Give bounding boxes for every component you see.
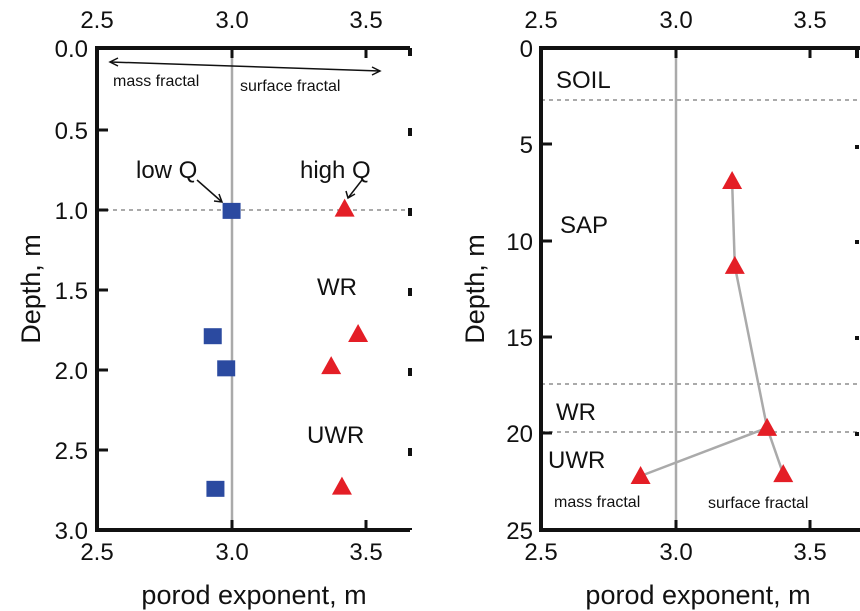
left-xlabel: porod exponent, m — [141, 580, 366, 610]
right-triangle-point-3 — [757, 417, 778, 436]
right-triangle-point-2 — [724, 255, 745, 274]
left-ytick-6: 2.5 — [55, 438, 88, 465]
left-annotation-surface-fractal: surface fractal — [240, 78, 340, 95]
right-xtick-bottom-3: 3.5 — [793, 539, 826, 566]
right-xlabel: porod exponent, m — [585, 580, 810, 610]
left-annotation-uwr: UWR — [307, 422, 364, 449]
left-annotation-high-q: high Q — [300, 157, 371, 184]
right-data-marks — [630, 171, 794, 485]
right-annotation-sap: SAP — [560, 212, 608, 239]
right-annotation-mass-fractal: mass fractal — [554, 494, 640, 511]
right-ytick-3: 10 — [506, 229, 533, 256]
left-annotation-wr: WR — [317, 274, 357, 301]
right-xtick-bottom-2: 3.0 — [659, 539, 692, 566]
right-ytick-2: 5 — [520, 132, 533, 159]
left-square-point-1 — [222, 202, 241, 219]
left-square-point-3 — [217, 360, 236, 377]
left-triangle-point-2 — [348, 323, 369, 342]
left-ytick-3: 1.0 — [55, 198, 88, 225]
right-triangle-point-4 — [773, 464, 794, 483]
right-annotation-wr: WR — [556, 399, 596, 426]
left-triangle-point-4 — [331, 476, 352, 495]
left-ytick-5: 2.0 — [55, 358, 88, 385]
left-xtick-bottom-1: 2.5 — [80, 539, 113, 566]
left-panel: 2.5 3.0 3.5 2.5 3.0 3.5 0.0 0.5 1.0 1.5 … — [16, 7, 412, 610]
right-triangle-point-1 — [722, 171, 743, 190]
right-xtick-top-3: 3.5 — [793, 7, 826, 34]
left-annotation-mass-fractal: mass fractal — [113, 73, 199, 90]
right-panel: 2.5 3.0 3.5 2.5 3.0 3.5 0 5 10 15 20 25 … — [460, 7, 860, 610]
right-annotation-surface-fractal: surface fractal — [708, 495, 808, 512]
right-xtick-bottom-1: 2.5 — [524, 539, 557, 566]
left-data-marks — [203, 198, 369, 497]
left-xtick-bottom-3: 3.5 — [349, 539, 382, 566]
left-ytick-7: 3.0 — [55, 518, 88, 545]
right-ylabel: Depth, m — [460, 234, 490, 344]
left-square-point-4 — [206, 480, 225, 497]
right-annotation-uwr: UWR — [548, 447, 605, 474]
right-ytick-4: 15 — [506, 325, 533, 352]
left-fractal-arrows — [108, 57, 382, 203]
right-y-ticks — [541, 46, 812, 530]
left-annotation-low-q: low Q — [136, 157, 197, 184]
left-ytick-2: 0.5 — [55, 118, 88, 145]
left-square-point-2 — [203, 328, 222, 345]
right-ytick-5: 20 — [506, 421, 533, 448]
left-triangle-point-3 — [321, 356, 342, 375]
left-ytick-4: 1.5 — [55, 278, 88, 305]
right-branch-line — [640, 426, 768, 478]
left-xtick-bottom-2: 3.0 — [215, 539, 248, 566]
right-ytick-1: 0 — [520, 36, 533, 63]
left-y-ticks — [97, 48, 368, 530]
right-xtick-top-2: 3.0 — [659, 7, 692, 34]
right-triangle-point-mass-fractal — [630, 466, 651, 485]
right-annotation-soil: SOIL — [556, 67, 611, 94]
right-xtick-top-1: 2.5 — [524, 7, 557, 34]
right-ytick-6: 25 — [506, 518, 533, 545]
left-ytick-1: 0.0 — [55, 36, 88, 63]
right-series-line — [730, 180, 785, 475]
left-xtick-top-2: 3.0 — [215, 7, 248, 34]
left-triangle-point-1 — [334, 198, 355, 217]
left-ylabel: Depth, m — [16, 234, 46, 344]
left-xtick-top-3: 3.5 — [349, 7, 382, 34]
left-xtick-top-1: 2.5 — [80, 7, 113, 34]
